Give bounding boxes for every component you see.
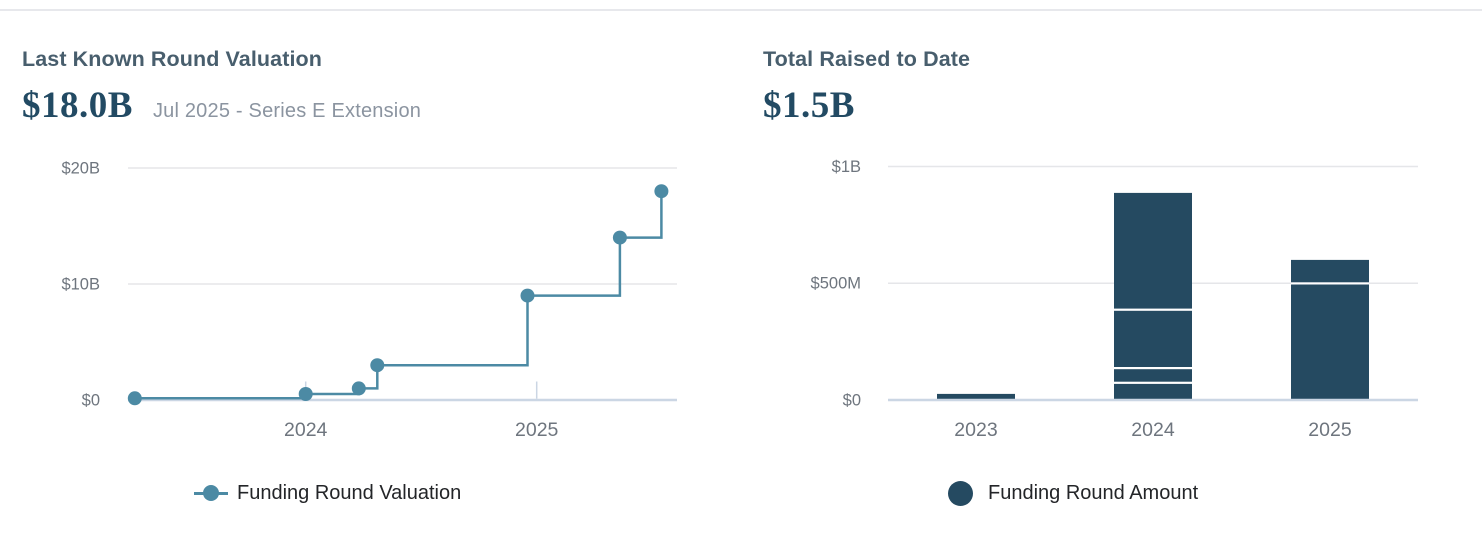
- amount-legend-item[interactable]: Funding Round Amount: [948, 479, 1198, 507]
- raised-amount: $1.5B: [763, 85, 855, 126]
- valuation-chart: $0 $10B $20B 2024 2025: [61, 159, 677, 441]
- valuation-point-dec-2024: [520, 288, 535, 303]
- line-marker-icon: [194, 485, 228, 501]
- bar-segment-2024: [1114, 368, 1192, 383]
- raised-card-title: Total Raised to Date: [763, 47, 971, 71]
- valuation-point-mar-2024: [351, 381, 366, 396]
- bar-segment-2023: [937, 393, 1015, 400]
- bar-segment-2025: [1291, 259, 1369, 284]
- valuation-point-apr-2024: [370, 358, 385, 373]
- svg-text:2025: 2025: [515, 419, 559, 441]
- raised-headline: $1.5B: [763, 84, 855, 127]
- valuation-headline: $18.0B Jul 2025 - Series E Extension: [22, 84, 421, 127]
- svg-text:$500M: $500M: [811, 275, 861, 293]
- svg-text:$0: $0: [843, 391, 861, 409]
- bar-segment-2024: [1114, 192, 1192, 310]
- valuation-step-line: [134, 191, 663, 400]
- svg-text:$1B: $1B: [832, 158, 861, 176]
- raised-chart: $0 $500M $1B 2023 2024 2025: [811, 158, 1418, 441]
- top-divider: [0, 9, 1482, 11]
- valuation-point-jan-2024: [298, 387, 313, 401]
- bar-segment-2024: [1114, 382, 1192, 400]
- svg-text:2024: 2024: [284, 419, 328, 441]
- svg-text:$20B: $20B: [61, 159, 100, 177]
- svg-text:$10B: $10B: [61, 275, 100, 293]
- valuation-caption: Jul 2025 - Series E Extension: [152, 100, 422, 122]
- valuation-amount: $18.0B: [22, 85, 133, 126]
- bar-segment-2025: [1291, 283, 1369, 401]
- valuation-point-jul-2025: [654, 184, 669, 199]
- valuation-point-apr-2023: [127, 391, 142, 406]
- svg-text:$0: $0: [82, 391, 100, 409]
- svg-text:2023: 2023: [954, 419, 997, 441]
- valuation-point-may-2025: [612, 230, 627, 245]
- amount-legend-label: Funding Round Amount: [988, 481, 1199, 504]
- svg-text:2025: 2025: [1308, 419, 1352, 441]
- svg-text:2024: 2024: [1131, 419, 1175, 441]
- valuation-legend-label: Funding Round Valuation: [237, 481, 462, 504]
- valuation-card-title: Last Known Round Valuation: [22, 47, 323, 71]
- valuation-legend-item[interactable]: Funding Round Valuation: [194, 479, 461, 507]
- bar-segment-2024: [1114, 309, 1192, 368]
- circle-marker-icon: [948, 480, 973, 506]
